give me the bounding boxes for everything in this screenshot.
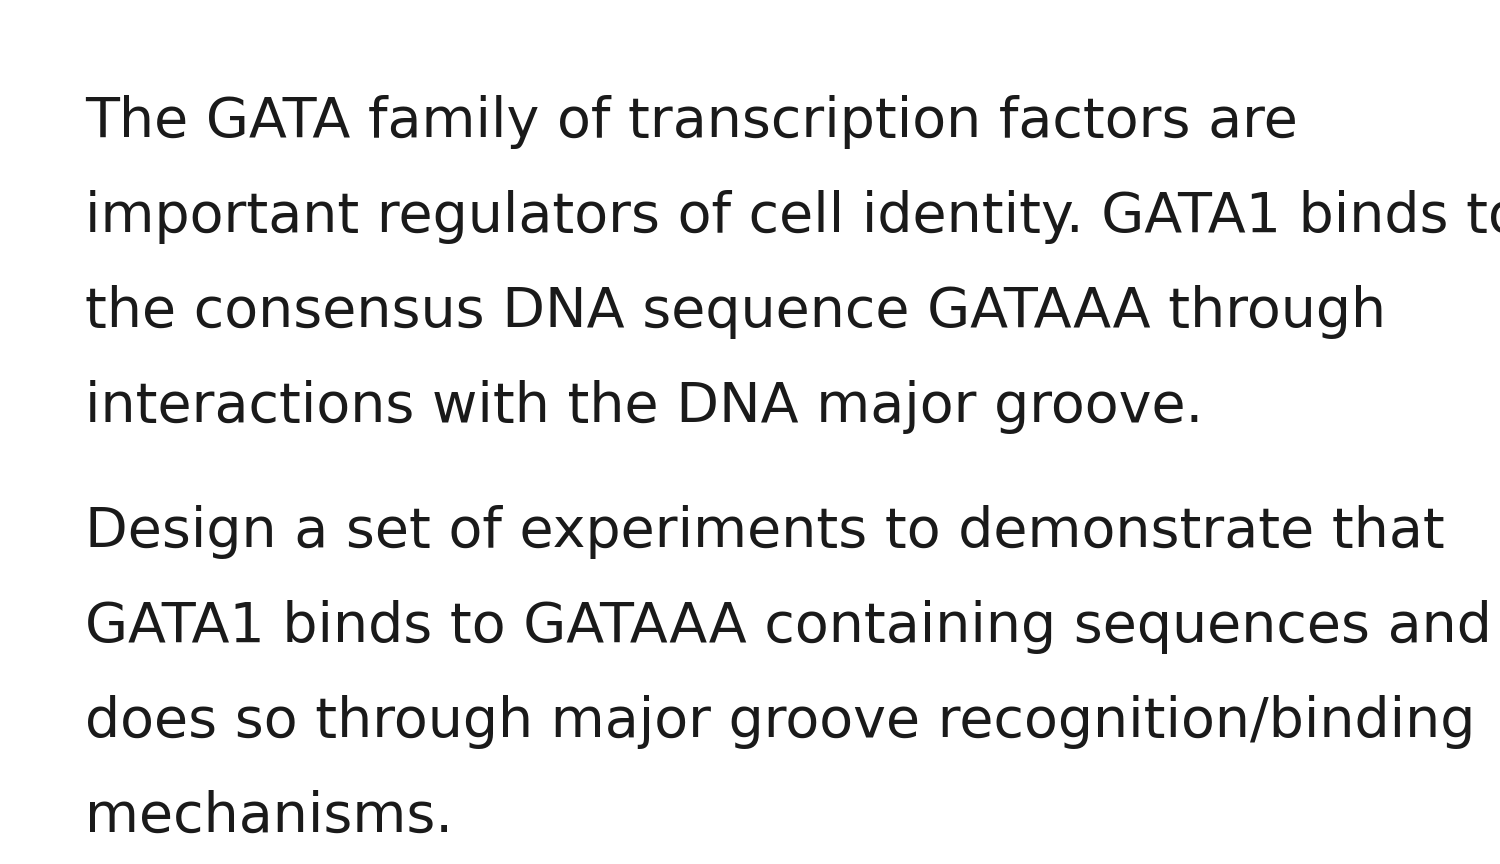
Text: does so through major groove recognition/binding: does so through major groove recognition… (86, 695, 1476, 749)
Text: interactions with the DNA major groove.: interactions with the DNA major groove. (86, 380, 1203, 434)
Text: the consensus DNA sequence GATAAA through: the consensus DNA sequence GATAAA throug… (86, 285, 1386, 339)
Text: The GATA family of transcription factors are: The GATA family of transcription factors… (86, 95, 1298, 149)
Text: important regulators of cell identity. GATA1 binds to: important regulators of cell identity. G… (86, 190, 1500, 244)
Text: GATA1 binds to GATAAA containing sequences and: GATA1 binds to GATAAA containing sequenc… (86, 600, 1492, 654)
Text: Design a set of experiments to demonstrate that: Design a set of experiments to demonstra… (86, 505, 1444, 559)
Text: mechanisms.: mechanisms. (86, 790, 453, 844)
